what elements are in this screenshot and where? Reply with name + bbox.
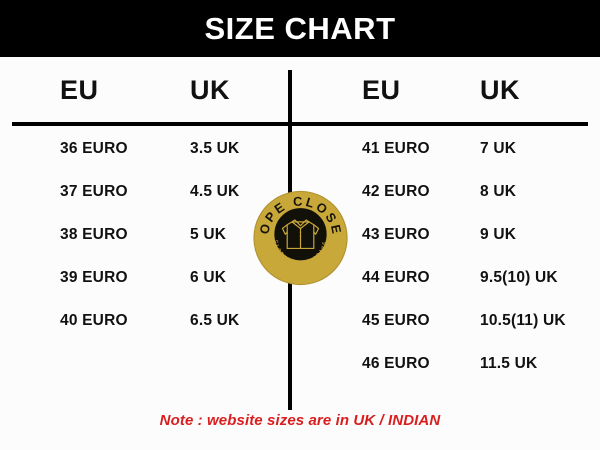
header-bar: SIZE CHART — [0, 0, 600, 57]
column-header-eu-right: EU — [362, 75, 401, 105]
table-row: 39 EURO 6 UK — [60, 269, 285, 312]
column-header-eu-left: EU — [60, 75, 99, 105]
cell-eu: 39 EURO — [60, 269, 128, 286]
logo-outer-ring — [253, 190, 348, 286]
table-row: 42 EURO 8 UK — [362, 183, 592, 226]
table-row: 44 EURO 9.5(10) UK — [362, 269, 592, 312]
cell-uk: 6.5 UK — [190, 312, 240, 329]
cell-uk: 11.5 UK — [480, 355, 538, 372]
size-table-right: 41 EURO 7 UK 42 EURO 8 UK 43 EURO 9 UK 4… — [362, 140, 592, 398]
cell-uk: 6 UK — [190, 269, 227, 286]
cell-eu: 36 EURO — [60, 140, 128, 157]
cell-uk: 9.5(10) UK — [480, 269, 558, 286]
cell-eu: 42 EURO — [362, 183, 430, 200]
cell-eu: 44 EURO — [362, 269, 430, 286]
footer-note: Note : website sizes are in UK / INDIAN — [159, 412, 441, 429]
cell-eu: 38 EURO — [60, 226, 128, 243]
table-row: 36 EURO 3.5 UK — [60, 140, 285, 183]
cell-uk: 3.5 UK — [190, 140, 240, 157]
size-table-left: 36 EURO 3.5 UK 37 EURO 4.5 UK 38 EURO 5 … — [60, 140, 285, 355]
cell-eu: 45 EURO — [362, 312, 430, 329]
table-row: 41 EURO 7 UK — [362, 140, 592, 183]
table-row: 37 EURO 4.5 UK — [60, 183, 285, 226]
cell-uk: 4.5 UK — [190, 183, 240, 200]
cell-uk: 9 UK — [480, 226, 517, 243]
header-divider-rule — [12, 122, 588, 126]
cell-eu: 41 EURO — [362, 140, 430, 157]
table-row: 40 EURO 6.5 UK — [60, 312, 285, 355]
table-row: 43 EURO 9 UK — [362, 226, 592, 269]
dope-closet-logo: DOPE CLOSET CLOTHES YOU CRAVE — [253, 190, 348, 286]
cell-eu: 43 EURO — [362, 226, 430, 243]
page-title: SIZE CHART — [204, 11, 396, 46]
cell-uk: 7 UK — [480, 140, 517, 157]
cell-uk: 10.5(11) UK — [480, 312, 566, 329]
table-row: 46 EURO 11.5 UK — [362, 355, 592, 398]
column-header-uk-left: UK — [190, 75, 230, 105]
table-row: 38 EURO 5 UK — [60, 226, 285, 269]
cell-uk: 8 UK — [480, 183, 517, 200]
column-header-uk-right: UK — [480, 75, 520, 105]
logo-inner-ring — [273, 207, 328, 262]
cell-eu: 46 EURO — [362, 355, 430, 372]
cell-uk: 5 UK — [190, 226, 227, 243]
cell-eu: 37 EURO — [60, 183, 128, 200]
cell-eu: 40 EURO — [60, 312, 128, 329]
table-row: 45 EURO 10.5(11) UK — [362, 312, 592, 355]
shirt-icon — [281, 219, 320, 250]
